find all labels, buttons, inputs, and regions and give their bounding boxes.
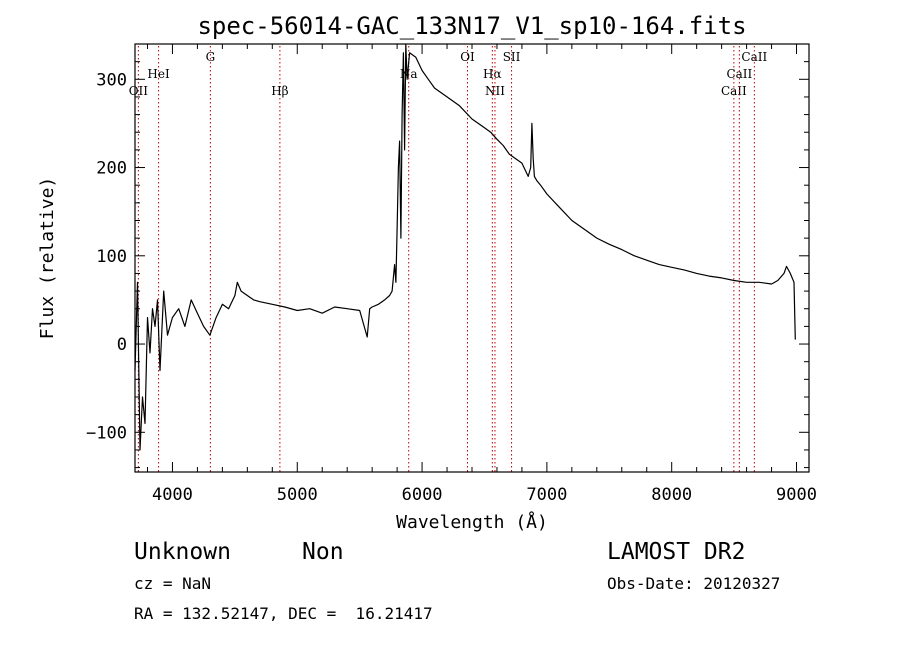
x-tick-label: 8000 [651,485,692,505]
line-marker-label: OII [129,84,149,98]
y-axis-label: Flux (relative) [37,177,58,340]
line-marker-label: HeI [147,67,170,81]
ra-dec: RA = 132.52147, DEC = 16.21417 [134,604,433,623]
class-label: Unknown [134,539,231,565]
x-tick-label: 9000 [776,485,817,505]
line-marker-label: SII [503,50,521,64]
line-marker-label: CaII [721,84,747,98]
y-tick-label: 100 [96,247,127,267]
subclass-label: Non [302,539,344,565]
line-marker-label: CaII [726,67,752,81]
x-tick-label: 5000 [277,485,318,505]
line-marker-label: G [206,50,216,64]
line-marker-label: NII [485,84,505,98]
line-marker-label: Hβ [271,84,288,98]
chart-title: spec-56014-GAC_133N17_V1_sp10-164.fits [197,12,746,40]
y-tick-label: 300 [96,70,127,90]
x-tick-label: 4000 [152,485,193,505]
y-tick-label: −100 [86,423,127,443]
line-marker-label: OI [460,50,475,64]
plot-frame [134,43,810,473]
x-axis-label: Wavelength (Å) [396,511,548,533]
line-marker-label: Hα [483,67,502,81]
x-tick-label: 7000 [526,485,567,505]
y-tick-label: 0 [117,335,127,355]
obs-date: Obs-Date: 20120327 [607,574,781,593]
line-marker-label: CaII [741,50,767,64]
y-tick-label: 200 [96,159,127,179]
x-tick-label: 6000 [402,485,443,505]
cz-value: cz = NaN [134,574,212,593]
survey-label: LAMOST DR2 [607,539,746,565]
spectrum-line [134,43,796,451]
